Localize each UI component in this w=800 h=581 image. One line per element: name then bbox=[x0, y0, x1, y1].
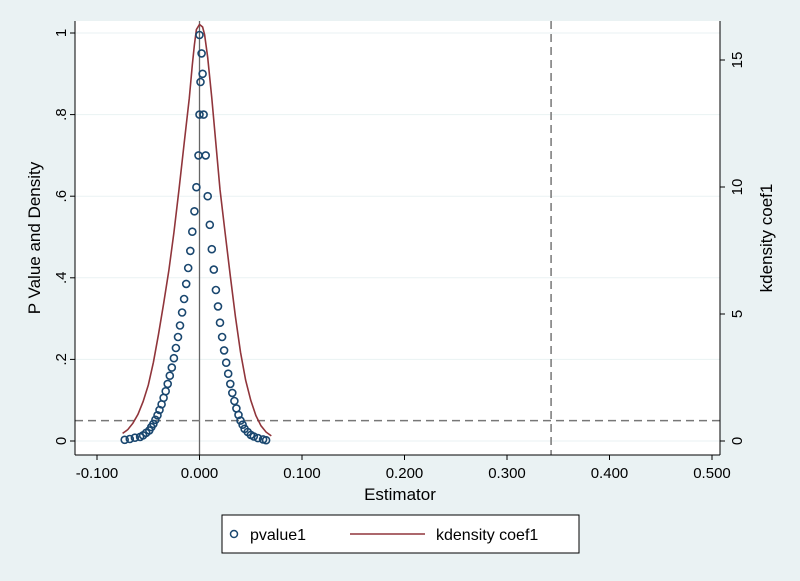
y2-tick-label-2: 10 bbox=[729, 179, 746, 196]
scatter-point-47 bbox=[221, 358, 231, 368]
x-tick-label-1: 0.000 bbox=[181, 465, 219, 482]
y-axis-right-title: kdensity coef1 bbox=[757, 184, 776, 293]
y2-tick-label-0: 0 bbox=[729, 437, 746, 445]
y-tick-label-1: .2 bbox=[53, 353, 70, 366]
scatter-point-55 bbox=[238, 420, 247, 430]
scatter-point-18 bbox=[169, 353, 179, 363]
x-tick-label-4: 0.300 bbox=[488, 465, 526, 482]
scatter-point-36 bbox=[199, 110, 208, 119]
x-axis-title: Estimator bbox=[364, 485, 436, 504]
scatter-point-40 bbox=[207, 244, 217, 254]
gridlines bbox=[75, 32, 720, 442]
scatter-point-28 bbox=[190, 207, 199, 216]
kdensity-line bbox=[122, 23, 272, 437]
scatter-point-50 bbox=[228, 388, 237, 398]
y-left-ticks: 0 .2 .4 .6 .8 1 bbox=[53, 29, 75, 445]
scatter-point-35 bbox=[198, 69, 207, 79]
y2-tick-label-3: 15 bbox=[729, 52, 746, 69]
y-axis-left-title: P Value and Density bbox=[25, 161, 44, 314]
scatter-point-24 bbox=[181, 279, 191, 289]
scatter-point-29 bbox=[192, 182, 201, 192]
scatter-point-25 bbox=[183, 263, 193, 273]
x-tick-label-5: 0.400 bbox=[591, 465, 629, 482]
scatter-point-49 bbox=[226, 379, 235, 389]
x-ticks: -0.100 0.000 0.100 0.200 0.300 0.400 0.500 bbox=[76, 455, 731, 482]
scatter-point-15 bbox=[163, 379, 172, 389]
y-right-ticks: 0 5 10 15 bbox=[720, 52, 746, 445]
scatter-point-33 bbox=[197, 49, 206, 58]
kdensity-series bbox=[122, 23, 272, 437]
scatter-point-27 bbox=[188, 227, 197, 236]
y-tick-label-0: 0 bbox=[53, 437, 70, 445]
scatter-point-1 bbox=[125, 434, 135, 444]
scatter-point-17 bbox=[167, 363, 177, 372]
scatter-point-37 bbox=[201, 151, 210, 160]
scatter-point-45 bbox=[217, 332, 227, 342]
scatter-point-59 bbox=[249, 432, 259, 441]
y-tick-label-5: 1 bbox=[53, 29, 70, 37]
scatter-point-10 bbox=[153, 410, 162, 420]
reference-lines bbox=[75, 21, 720, 455]
scatter-point-54 bbox=[236, 416, 245, 425]
scatter-point-8 bbox=[149, 419, 158, 429]
scatter-point-39 bbox=[205, 220, 215, 230]
scatter-point-21 bbox=[175, 321, 185, 330]
x-tick-label-2: 0.100 bbox=[283, 465, 321, 482]
y-tick-label-4: .8 bbox=[53, 108, 70, 121]
x-tick-label-0: -0.100 bbox=[76, 465, 119, 482]
legend-label-pvalue1: pvalue1 bbox=[250, 527, 306, 544]
scatter-point-32 bbox=[196, 77, 205, 87]
scatter-point-38 bbox=[203, 191, 212, 201]
pvalue-series bbox=[120, 30, 271, 445]
scatter-point-62 bbox=[261, 435, 271, 445]
legend: pvalue1 kdensity coef1 bbox=[221, 514, 580, 554]
legend-label-kdensity: kdensity coef1 bbox=[436, 527, 538, 544]
scatter-point-41 bbox=[209, 265, 219, 274]
scatter-point-42 bbox=[211, 285, 221, 295]
plot-area bbox=[75, 21, 720, 455]
x-tick-label-3: 0.200 bbox=[386, 465, 424, 482]
scatter-point-44 bbox=[215, 318, 225, 328]
scatter-point-19 bbox=[171, 343, 181, 353]
scatter-point-20 bbox=[173, 332, 183, 342]
scatter-point-2 bbox=[130, 433, 140, 443]
scatter-point-51 bbox=[230, 396, 239, 406]
scatter-point-31 bbox=[195, 110, 204, 119]
scatter-point-43 bbox=[213, 302, 223, 311]
scatter-point-23 bbox=[179, 294, 189, 304]
scatter-point-9 bbox=[151, 415, 160, 425]
legend-marker-pvalue1 bbox=[229, 529, 239, 539]
y-tick-label-3: .6 bbox=[53, 190, 70, 203]
scatter-point-0 bbox=[120, 435, 129, 445]
scatter-point-26 bbox=[186, 246, 195, 256]
y2-tick-label-1: 5 bbox=[729, 310, 746, 318]
scatter-point-46 bbox=[219, 346, 229, 355]
scatter-point-22 bbox=[177, 308, 187, 317]
y-tick-label-2: .4 bbox=[53, 272, 70, 285]
scatter-point-60 bbox=[253, 433, 263, 443]
scatter-point-48 bbox=[223, 369, 233, 379]
scatter-point-34 bbox=[195, 30, 204, 40]
scatter-point-16 bbox=[165, 371, 175, 381]
x-tick-label-6: 0.500 bbox=[693, 465, 731, 482]
